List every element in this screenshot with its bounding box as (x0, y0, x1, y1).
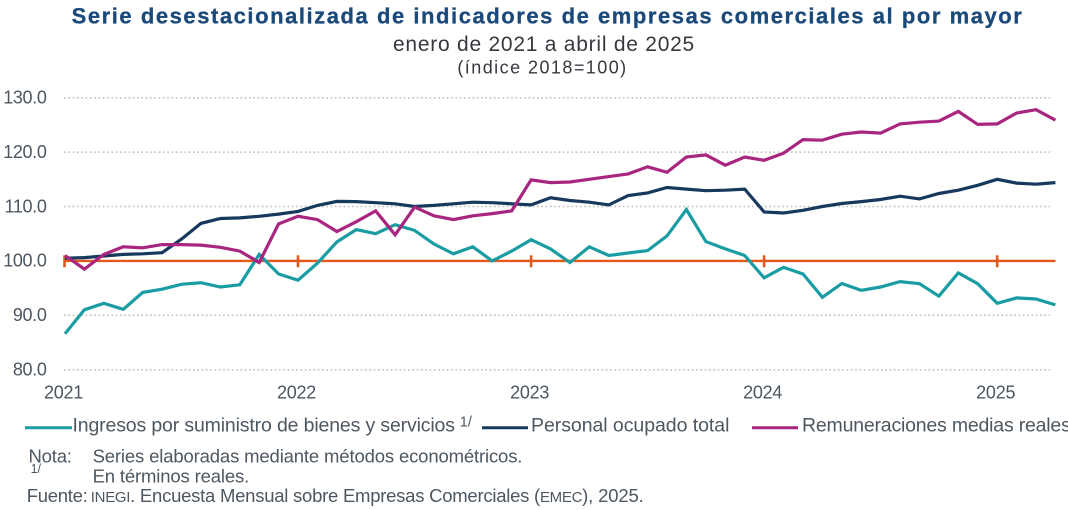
svg-text:2025: 2025 (976, 382, 1015, 402)
svg-text:2021: 2021 (44, 382, 83, 402)
svg-text:Serie desestacionalizada de in: Serie desestacionalizada de indicadores … (72, 3, 1024, 28)
svg-text:130.0: 130.0 (3, 88, 47, 108)
svg-text:100.0: 100.0 (3, 251, 47, 271)
svg-text:Ingresos por suministro de bie: Ingresos por suministro de bienes y serv… (73, 415, 456, 437)
svg-text:110.0: 110.0 (5, 196, 47, 216)
svg-text:1/: 1/ (460, 415, 473, 431)
svg-text:90.0: 90.0 (13, 305, 47, 325)
svg-text:Personal ocupado total: Personal ocupado total (531, 415, 729, 437)
svg-text:80.0: 80.0 (13, 360, 47, 380)
svg-text:120.0: 120.0 (3, 142, 47, 162)
svg-text:En términos reales.: En términos reales. (93, 465, 250, 486)
svg-text:2024: 2024 (743, 382, 782, 402)
svg-text:Remuneraciones medias reales: Remuneraciones medias reales (802, 415, 1068, 437)
svg-text:Series elaboradas mediante mét: Series elaboradas mediante métodos econo… (93, 445, 523, 466)
svg-text:Nota:: Nota: (29, 445, 72, 466)
svg-text:1/: 1/ (31, 462, 42, 476)
svg-text:enero de 2021 a abril de 2025: enero de 2021 a abril de 2025 (393, 33, 695, 56)
svg-text:Fuente: INEGI. Encuesta Mensua: Fuente: INEGI. Encuesta Mensual sobre Em… (27, 485, 644, 506)
svg-text:2023: 2023 (510, 382, 549, 402)
svg-text:(índice 2018=100): (índice 2018=100) (457, 58, 627, 78)
svg-text:2022: 2022 (277, 382, 316, 402)
